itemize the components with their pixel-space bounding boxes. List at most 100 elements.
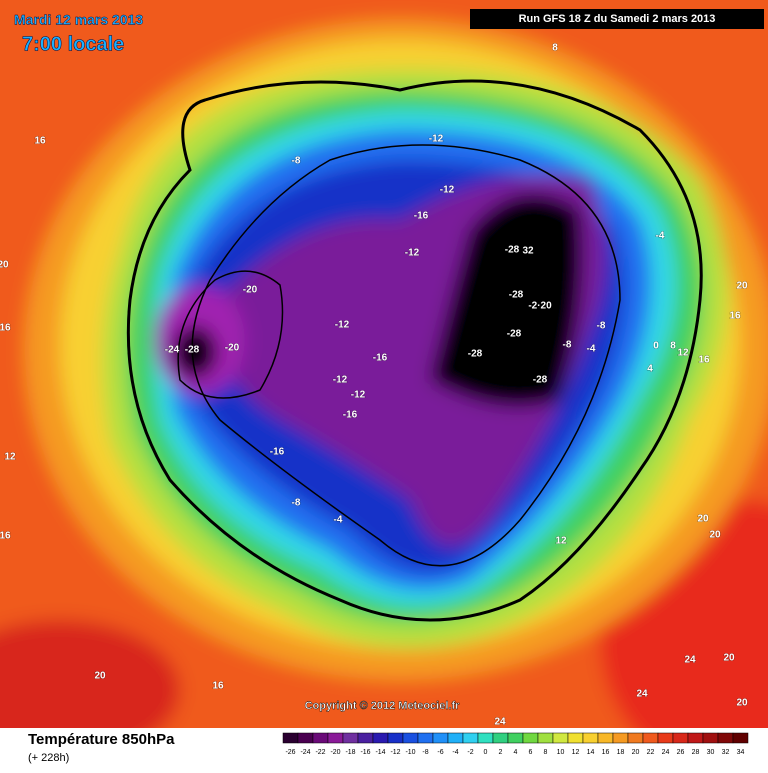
contour-label: 0 <box>653 341 659 352</box>
contour-label: -24 <box>165 345 180 356</box>
legend-tick: 18 <box>617 749 625 756</box>
contour-label: 24 <box>494 717 506 728</box>
legend-tick: -22 <box>315 749 325 756</box>
legend-tick: 28 <box>692 749 700 756</box>
legend-swatch <box>552 732 569 744</box>
contour-label: -28 <box>509 290 524 301</box>
contour-label: 16 <box>212 681 224 692</box>
contour-label: -2·20 <box>528 301 552 312</box>
legend-swatch <box>627 732 644 744</box>
contour-label: 16 <box>0 323 11 334</box>
contour-label: 20 <box>736 698 748 709</box>
contour-label: 12 <box>4 452 16 463</box>
contour-label: 16 <box>0 531 11 542</box>
legend-swatch <box>507 732 524 744</box>
forecast-date: Mardi 12 mars 2013 <box>14 12 143 28</box>
run-info: Run GFS 18 Z du Samedi 2 mars 2013 <box>519 13 716 25</box>
legend-tick: 4 <box>514 749 518 756</box>
legend-swatch <box>387 732 404 744</box>
contour-label: -12 <box>335 320 350 331</box>
legend-tick: 0 <box>484 749 488 756</box>
legend-swatch <box>312 732 329 744</box>
legend-swatch <box>402 732 419 744</box>
legend-tick: 32 <box>722 749 730 756</box>
legend-swatch <box>417 732 434 744</box>
contour-label: -12 <box>440 185 455 196</box>
legend-swatch <box>357 732 374 744</box>
contour-label: -20 <box>225 343 240 354</box>
legend-tick: 30 <box>707 749 715 756</box>
legend-tick: 2 <box>499 749 503 756</box>
legend-tick: 10 <box>557 749 565 756</box>
contour-label: 20 <box>723 653 735 664</box>
forecast-time: 7:00 locale <box>22 33 124 55</box>
legend-swatch <box>432 732 449 744</box>
footer-title: Température 850hPa <box>28 731 175 748</box>
legend-tick: 6 <box>529 749 533 756</box>
copyright: Copyright © 2012 Meteociel.fr <box>305 700 461 712</box>
contour-label: 24 <box>636 689 648 700</box>
isotherm <box>191 144 621 567</box>
legend-tick: 12 <box>572 749 580 756</box>
contour-label: -16 <box>270 447 285 458</box>
contour-label: 32 <box>522 246 534 257</box>
legend-tick: 22 <box>647 749 655 756</box>
contour-label: -12 <box>333 375 348 386</box>
contour-label: 20 <box>0 260 9 271</box>
contour-label: 16 <box>698 355 710 366</box>
color-legend: -26 -24 -22 -20 -18 -16 -14 -12 -10 -8 -6 -4 -2 0 2 4 6 8… <box>282 732 749 756</box>
contour-label: 8 <box>552 43 558 54</box>
contour-label: -12 <box>405 248 420 259</box>
legend-swatch <box>612 732 629 744</box>
legend-tick: 24 <box>662 749 670 756</box>
legend-swatch <box>672 732 689 744</box>
contour-label: 20 <box>697 514 709 525</box>
contour-label: -28 <box>507 329 522 340</box>
legend-tick: -4 <box>452 749 458 756</box>
legend-swatch <box>582 732 599 744</box>
legend-swatch <box>522 732 539 744</box>
contour-label: -12 <box>351 390 366 401</box>
legend-swatch <box>642 732 659 744</box>
contour-label: -28 <box>185 345 200 356</box>
legend-tick: -6 <box>437 749 443 756</box>
contour-label: 16 <box>34 136 46 147</box>
legend-tick: -26 <box>285 749 295 756</box>
legend-swatch <box>717 732 734 744</box>
contour-label: -8 <box>292 156 301 167</box>
legend-swatch <box>702 732 719 744</box>
contour-label: 20 <box>94 671 106 682</box>
contour-label: 20 <box>736 281 748 292</box>
contour-label: -16 <box>343 410 358 421</box>
legend-tick: 14 <box>587 749 595 756</box>
contour-label: -28 <box>505 245 520 256</box>
legend-tick: -2 <box>467 749 473 756</box>
legend-tick: 8 <box>544 749 548 756</box>
legend-tick: -24 <box>300 749 310 756</box>
contour-label: 16 <box>729 311 741 322</box>
contour-label: 8 <box>670 341 676 352</box>
contour-label: -12 <box>429 134 444 145</box>
isotherm-zero <box>126 79 703 622</box>
contour-label: -8 <box>597 321 606 332</box>
contour-label: -16 <box>373 353 388 364</box>
legend-swatch <box>297 732 314 744</box>
contour-label: -28 <box>468 349 483 360</box>
contour-label: -20 <box>243 285 258 296</box>
contour-label: -8 <box>292 498 301 509</box>
contour-label: 12 <box>555 536 567 547</box>
legend-tick: 16 <box>602 749 610 756</box>
legend-swatch <box>462 732 479 744</box>
legend-swatch <box>372 732 389 744</box>
contour-label: -8 <box>563 340 572 351</box>
contour-label: -4 <box>587 344 596 355</box>
legend-swatch <box>732 732 749 744</box>
legend-swatch <box>327 732 344 744</box>
contour-label: 4 <box>647 364 653 375</box>
legend-swatch <box>537 732 554 744</box>
contour-label: 24 <box>684 655 696 666</box>
contour-label: -4 <box>656 231 665 242</box>
legend-tick: -12 <box>390 749 400 756</box>
